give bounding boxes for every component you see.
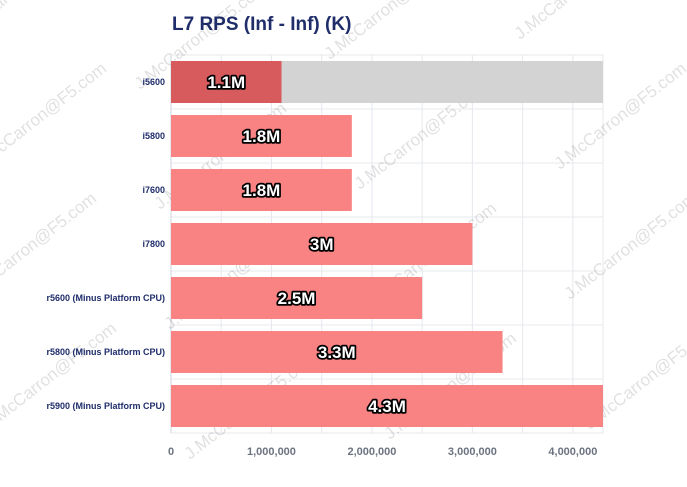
category-label: i7600	[142, 185, 165, 195]
bar	[171, 331, 503, 373]
x-tick-label: 0	[168, 446, 174, 458]
category-label: i7800	[142, 239, 165, 249]
bar	[171, 385, 603, 427]
watermark-text: J.McCarron@F5.com	[511, 0, 650, 43]
bar	[171, 277, 423, 319]
category-label: r5800 (Minus Platform CPU)	[46, 347, 165, 357]
bar	[171, 115, 352, 157]
x-axis-tick-labels: 0 1,000,000 2,000,000 3,000,000 4,000,000	[168, 446, 597, 458]
watermark-text: J.McCarron@F5.com	[321, 0, 460, 63]
bars	[171, 61, 603, 427]
bar	[171, 169, 352, 211]
data-label: 1.1M	[207, 73, 245, 92]
x-tick-label: 4,000,000	[548, 446, 597, 458]
watermark-text: J.McCarron@F5.com	[0, 0, 90, 43]
data-labels: 1.1M 1.8M 1.8M 3M 2.5M 3.3M 4.3M	[206, 71, 408, 418]
bar	[171, 61, 282, 103]
data-label: 4.3M	[368, 397, 406, 416]
category-label: r5600 (Minus Platform CPU)	[46, 293, 165, 303]
data-label: 2.5M	[278, 289, 316, 308]
watermark-text: J.McCarron@F5.com	[0, 59, 110, 174]
category-label: i5600	[142, 77, 165, 87]
data-label: 3.3M	[318, 343, 356, 362]
x-tick-label: 2,000,000	[347, 446, 396, 458]
data-label: 1.8M	[243, 127, 281, 146]
x-tick-label: 1,000,000	[247, 446, 296, 458]
watermark-text: J.McCarron@F5.com	[0, 319, 120, 434]
watermark-text: J.McCarron@F5.com	[0, 189, 100, 304]
data-label: 1.8M	[243, 181, 281, 200]
category-label: i5800	[142, 131, 165, 141]
category-label: r5900 (Minus Platform CPU)	[46, 401, 165, 411]
data-label: 3M	[310, 235, 334, 254]
category-labels: i5600 i5800 i7600 i7800 r5600 (Minus Platfor…	[46, 77, 165, 411]
bar	[171, 223, 473, 265]
watermark-text: J.McCarron@F5.com	[561, 189, 687, 304]
x-tick-label: 3,000,000	[448, 446, 497, 458]
chart-title: L7 RPS (Inf - Inf) (K)	[172, 14, 352, 35]
